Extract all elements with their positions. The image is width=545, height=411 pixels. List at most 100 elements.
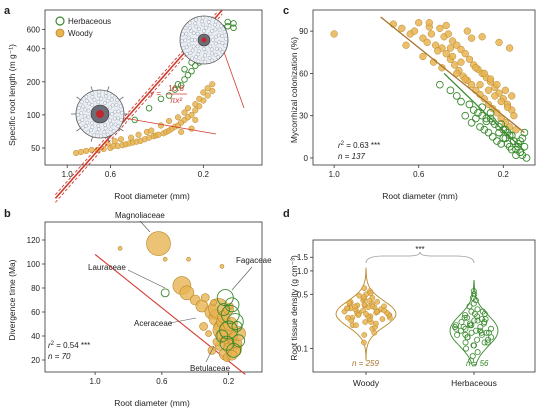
woody-point: [503, 103, 512, 111]
cell: [105, 132, 110, 137]
cell: [83, 124, 88, 128]
cell: [190, 56, 194, 61]
panel-d: d Root tissue density (g cm⁻³) 0.1 0.5 1.0…: [283, 208, 536, 388]
herbaceous-point: [493, 137, 501, 145]
x-tick-label: 0.6: [413, 170, 425, 179]
cell: [90, 103, 95, 107]
woody-point: [361, 285, 368, 292]
cell: [111, 129, 116, 134]
herbaceous-point: [468, 322, 475, 329]
y-tick-label: 1.5: [297, 253, 309, 262]
woody-point: [484, 86, 493, 94]
woody-point: [451, 61, 459, 69]
woody-point: [508, 92, 516, 100]
category-label: Woody: [353, 378, 380, 388]
woody-bubble: [219, 264, 225, 269]
panel-b-family-labels: Magnoliaceae Lauraceae Fagaceae Aceracea…: [88, 211, 272, 373]
cell: [211, 38, 215, 42]
panel-b-letter: b: [4, 208, 11, 220]
cell: [217, 27, 222, 32]
cell: [110, 97, 114, 102]
legend-herbaceous-marker: [55, 16, 65, 26]
cell: [116, 124, 121, 129]
herbaceous-point: [462, 312, 469, 319]
cell: [188, 51, 193, 55]
woody-point: [476, 81, 484, 89]
woody-bubble: [205, 330, 212, 337]
cell: [208, 44, 213, 49]
herbaceous-point: [474, 317, 481, 324]
x-tick-label: 0.6: [156, 377, 168, 386]
woody-bubble: [199, 322, 208, 331]
cell: [110, 93, 115, 98]
herbaceous-point: [512, 151, 520, 159]
herbaceous-point: [510, 137, 518, 145]
woody-point: [111, 137, 118, 144]
woody-point: [351, 303, 358, 310]
cell: [116, 109, 121, 114]
herbaceous-bubble: [160, 288, 170, 298]
woody-point: [491, 92, 499, 100]
woody-point: [402, 41, 410, 49]
herbaceous-point: [188, 67, 195, 75]
cell: [80, 118, 85, 122]
herbaceous-point: [471, 310, 478, 317]
cell: [83, 107, 88, 112]
plot-frame: [44, 221, 263, 373]
herbaceous-point: [224, 18, 231, 26]
panel-a: a Specific root length (m g⁻¹) Root diam…: [4, 5, 263, 203]
root-hair: [107, 136, 110, 142]
root-hair: [76, 127, 81, 132]
herbaceous-point: [470, 300, 477, 307]
woody-point: [379, 316, 386, 322]
woody-point: [457, 58, 465, 66]
cell: [112, 116, 117, 121]
label-betulaceae: Betulaceae: [190, 364, 231, 373]
herbaceous-point: [471, 317, 478, 324]
cell: [199, 19, 204, 24]
cell: [104, 90, 108, 95]
woody-point: [209, 87, 216, 95]
woody-point: [478, 33, 486, 41]
woody-point: [427, 30, 436, 38]
herbaceous-point: [192, 62, 199, 69]
cell: [203, 50, 208, 55]
cell: [186, 35, 191, 40]
herbaceous-point: [474, 109, 482, 117]
woody-point: [497, 97, 505, 106]
cell: [109, 122, 114, 127]
woody-bubble: [117, 246, 123, 251]
herbaceous-point: [473, 327, 480, 334]
y-tick-label: 400: [27, 45, 41, 54]
woody-point: [374, 308, 380, 315]
herbaceous-point: [171, 86, 179, 93]
herbaceous-point: [157, 95, 165, 103]
x-tick-label: 0.6: [105, 170, 117, 179]
panel-b: b Divergence time (Ma) Root diameter (mm…: [4, 208, 272, 408]
legend-herbaceous-label: Herbaceous: [68, 17, 111, 26]
herbaceous-point: [131, 116, 139, 124]
cell: [108, 118, 112, 123]
panel-c-axes: 1.0 0.6 0.2 0 30 60 90: [299, 9, 536, 179]
root-hair: [76, 96, 81, 101]
herbaceous-point: [465, 100, 474, 109]
woody-point: [204, 92, 211, 99]
woody-point: [188, 125, 195, 132]
herbaceous-point: [454, 331, 461, 338]
herbaceous-point: [469, 106, 478, 114]
herbaceous-bubble: [231, 320, 243, 332]
fit-line: [54, 9, 223, 199]
cell: [180, 32, 185, 37]
herbaceous-point: [446, 86, 455, 95]
cross-section-thin-root-icon: [179, 15, 245, 109]
cell: [216, 55, 220, 59]
herbaceous-point: [514, 142, 522, 151]
woody-fit-line: [380, 16, 525, 134]
cell: [103, 101, 107, 105]
woody-point: [77, 148, 84, 156]
cell: [213, 41, 218, 46]
panel-d-violins: n = 259 n = 56: [335, 267, 499, 368]
woody-point: [188, 111, 195, 118]
cell: [213, 52, 218, 57]
herbaceous-point: [499, 134, 508, 143]
